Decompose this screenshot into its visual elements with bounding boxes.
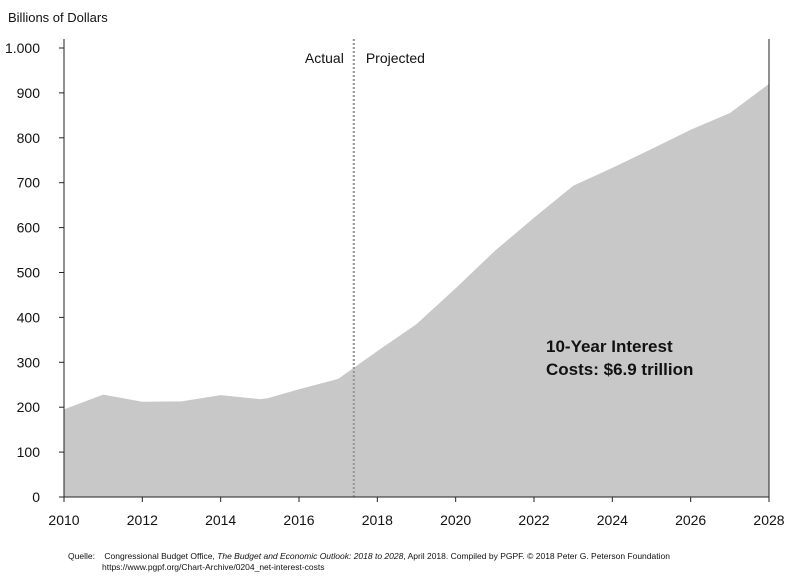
projected-label: Projected [366,50,425,66]
x-tick-label: 2022 [518,512,549,528]
x-tick-label: 2010 [48,512,79,528]
interest-area [64,83,769,498]
source-label: Quelle: [68,551,95,561]
y-tick-label: 300 [17,354,41,370]
net-interest-chart: Billions of Dollars 0 100 200 300 400 500 600 7… [5,10,785,528]
source-text-tail: , April 2018. Compiled by PGPF. © 2018 P… [403,551,670,561]
y-tick-label: 200 [17,399,41,415]
source-line: Quelle: Congressional Budget Office, The… [68,551,778,562]
y-tick-label: 100 [17,444,41,460]
y-tick-label: 800 [17,130,41,146]
source-note: Quelle: Congressional Budget Office, The… [68,551,778,573]
x-tick-label: 2024 [597,512,628,528]
y-tick-label: 1.000 [5,40,40,56]
y-tick-label: 900 [17,85,41,101]
source-url: https://www.pgpf.org/Chart-Archive/0204_… [102,562,325,572]
x-tick-label: 2028 [753,512,784,528]
x-tick-label: 2018 [362,512,393,528]
y-tick-label: 0 [32,489,40,505]
x-tick-label: 2026 [675,512,706,528]
total-cost-annotation: Costs: $6.9 trillion [546,360,693,379]
x-tick-label: 2020 [440,512,471,528]
x-tick-label: 2016 [283,512,314,528]
x-tick-label: 2014 [205,512,236,528]
y-tick-label: 400 [17,309,41,325]
y-axis-title: Billions of Dollars [8,10,108,25]
source-italic-title: The Budget and Economic Outlook: 2018 to… [217,551,404,561]
y-tick-label: 700 [17,175,41,191]
total-cost-annotation: 10-Year Interest [546,337,673,356]
x-tick-label: 2012 [127,512,158,528]
source-text: Congressional Budget Office, [104,551,218,561]
actual-label: Actual [305,50,344,66]
y-tick-label: 600 [17,220,41,236]
y-tick-label: 500 [17,265,41,281]
